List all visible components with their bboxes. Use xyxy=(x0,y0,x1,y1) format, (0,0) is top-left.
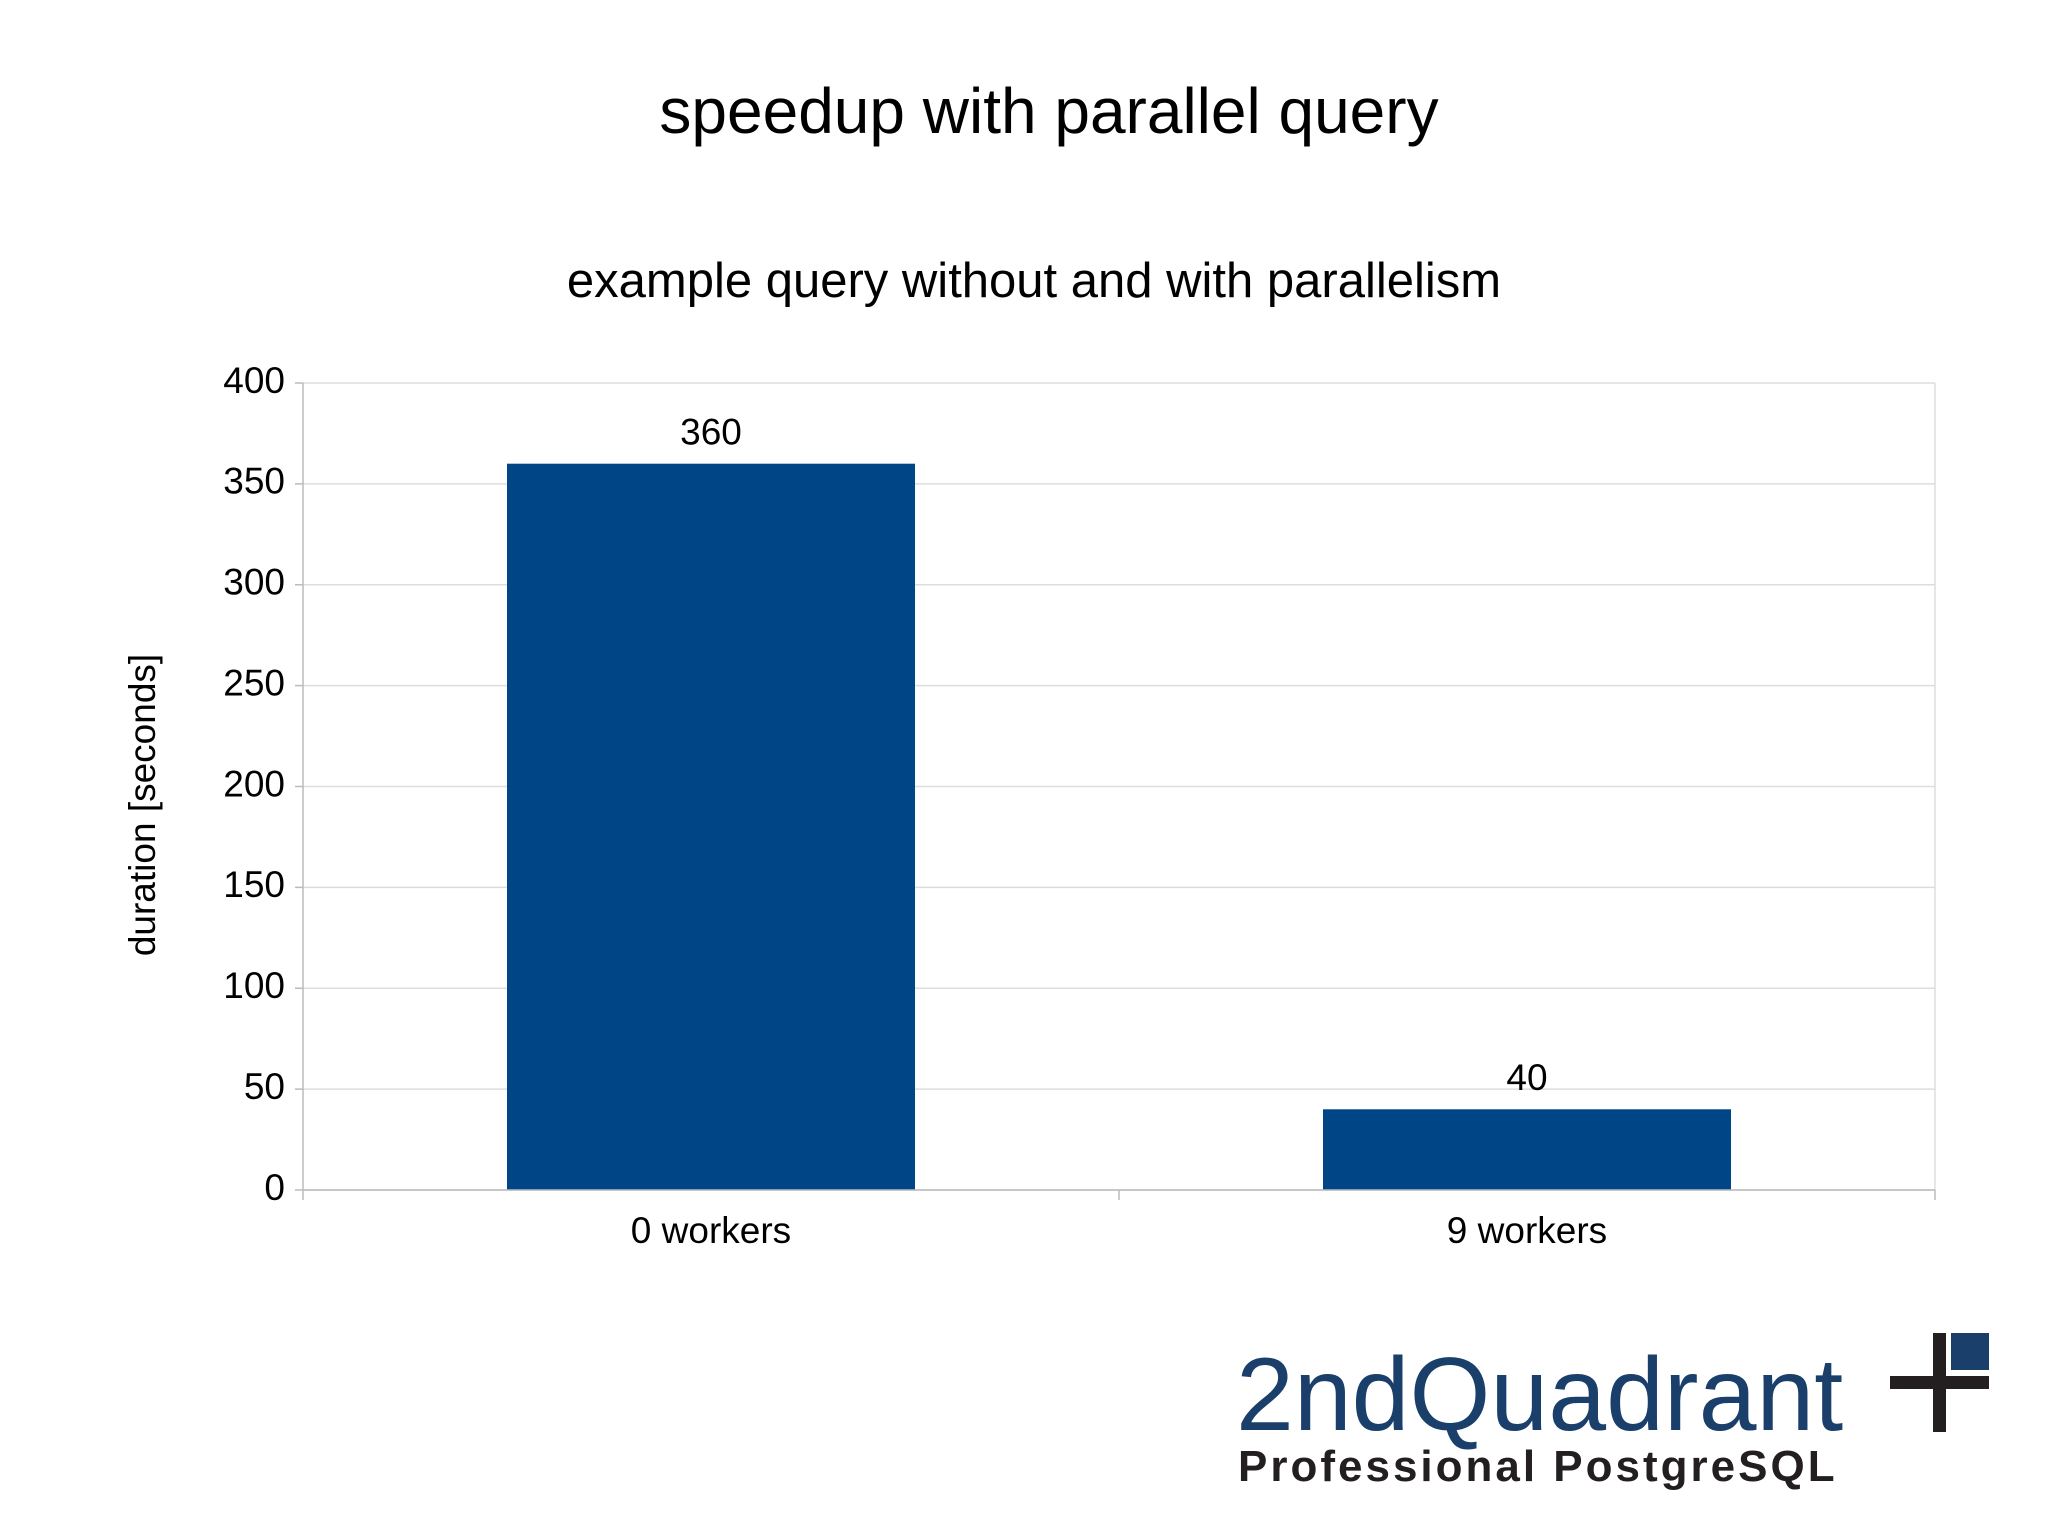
logo-name: 2ndQuadrant xyxy=(1236,1337,1843,1453)
y-tick-label: 400 xyxy=(223,360,285,401)
x-tick-label: 9 workers xyxy=(1447,1210,1607,1251)
value-label: 360 xyxy=(680,411,742,452)
value-label: 40 xyxy=(1506,1057,1547,1098)
y-tick-label: 200 xyxy=(223,763,285,804)
y-tick-label: 250 xyxy=(223,662,285,703)
chart-title: speedup with parallel query xyxy=(659,75,1438,147)
bar xyxy=(1323,1109,1731,1190)
y-tick-label: 100 xyxy=(223,965,285,1006)
y-tick-label: 300 xyxy=(223,562,285,603)
x-tick-label: 0 workers xyxy=(631,1210,791,1251)
y-axis-label: duration [seconds] xyxy=(122,654,163,956)
logo-square xyxy=(1951,1333,1989,1370)
y-tick-label: 150 xyxy=(223,864,285,905)
bar xyxy=(507,463,915,1190)
chart-subtitle: example query without and with paralleli… xyxy=(567,254,1501,308)
y-tick-label: 350 xyxy=(223,461,285,502)
logo-tagline: Professional PostgreSQL xyxy=(1238,1442,1838,1491)
y-tick-label: 50 xyxy=(244,1066,285,1107)
logo-cross-h xyxy=(1890,1376,1989,1389)
y-tick-label: 0 xyxy=(264,1167,285,1208)
